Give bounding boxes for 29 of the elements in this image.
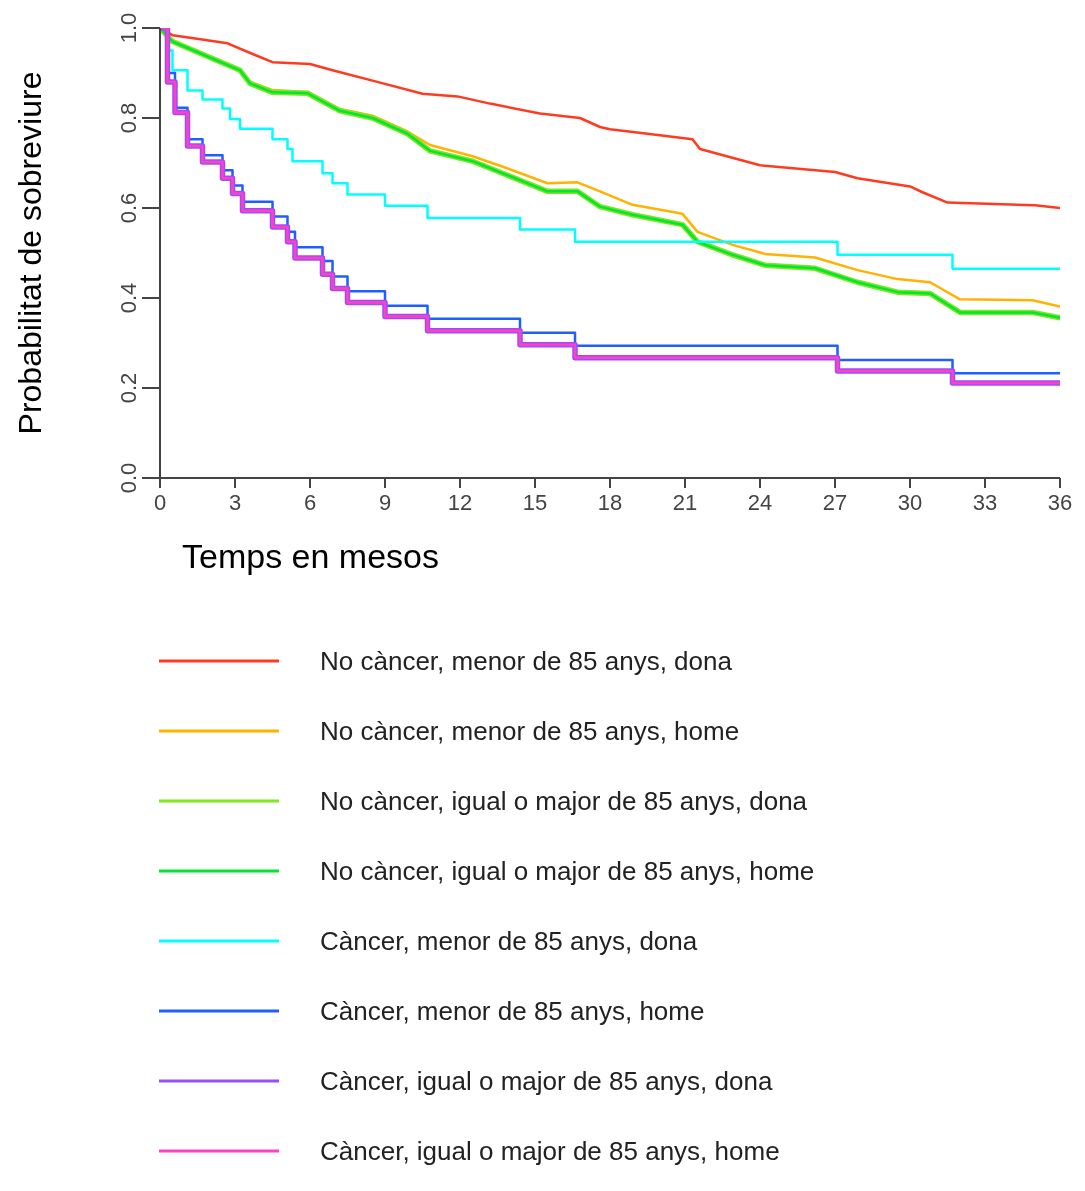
x-tick-label: 30 xyxy=(897,489,923,515)
x-tick-label: 12 xyxy=(447,489,473,515)
legend-label: Càncer, igual o major de 85 anys, home xyxy=(320,1135,780,1167)
y-tick-label: 1.0 xyxy=(116,12,141,44)
y-tick-label: 0.4 xyxy=(116,282,141,314)
x-tick-label: 6 xyxy=(303,489,317,515)
x-tick-label: 27 xyxy=(822,489,848,515)
y-tick-label: 0.8 xyxy=(116,102,141,134)
legend-label: No càncer, igual o major de 85 anys, dona xyxy=(320,785,808,817)
legend-label: No càncer, menor de 85 anys, home xyxy=(320,715,740,747)
legend-label: Càncer, igual o major de 85 anys, dona xyxy=(320,1065,773,1097)
x-tick-label: 21 xyxy=(672,489,698,515)
y-axis-title: Probabilitat de sobreviure xyxy=(12,71,49,435)
legend-label: Càncer, menor de 85 anys, dona xyxy=(320,925,698,957)
x-tick-label: 33 xyxy=(972,489,998,515)
y-tick-label: 0.6 xyxy=(116,192,141,224)
x-tick-label: 0 xyxy=(153,489,167,515)
y-tick-label: 0.2 xyxy=(116,372,141,404)
legend-label: No càncer, menor de 85 anys, dona xyxy=(320,645,732,677)
x-tick-label: 24 xyxy=(747,489,773,515)
x-tick-label: 36 xyxy=(1047,489,1073,515)
x-tick-label: 15 xyxy=(522,489,548,515)
x-tick-label: 3 xyxy=(228,489,242,515)
x-tick-label: 18 xyxy=(597,489,623,515)
x-tick-label: 9 xyxy=(378,489,392,515)
legend-label: Càncer, menor de 85 anys, home xyxy=(320,995,705,1027)
y-tick-label: 0.0 xyxy=(116,462,141,494)
legend-label: No càncer, igual o major de 85 anys, home xyxy=(320,855,815,887)
x-axis-title: Temps en mesos xyxy=(182,537,439,575)
